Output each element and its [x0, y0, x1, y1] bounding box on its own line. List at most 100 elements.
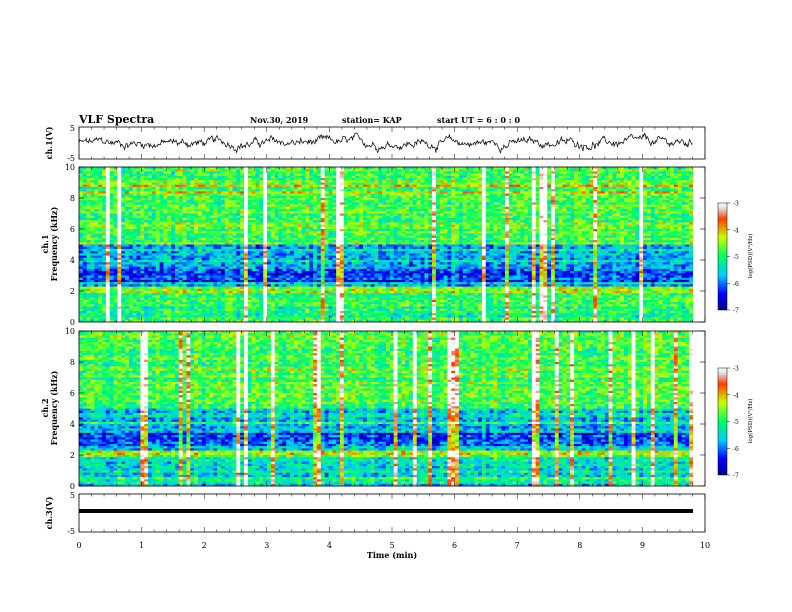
ch1-spectrogram-cell — [585, 211, 590, 214]
ch1-spectrogram-cell — [121, 213, 126, 217]
ch1-spectrogram-cell — [247, 173, 252, 177]
ch1-spectrogram-cell — [370, 186, 375, 190]
ch1-spectrogram-cell — [409, 217, 414, 221]
ch1-spectrogram-cell — [355, 189, 360, 192]
ch1-spectrogram-cell — [397, 231, 402, 234]
ch1-spectrogram-cell — [228, 220, 233, 223]
ch1-spectrogram-cell — [382, 215, 387, 219]
ch1-spectrogram-cell — [428, 175, 433, 179]
ch1-spectrogram-cell — [366, 202, 371, 205]
ch1-spectrogram-cell — [501, 193, 506, 197]
ch1-spectrogram-cell — [531, 206, 536, 210]
ch1-spectrogram-cell — [347, 191, 352, 194]
ch1-spectrogram-cell — [455, 233, 460, 236]
ch1-spectrogram-cell — [174, 215, 180, 219]
ch1-spectrogram-cell — [654, 171, 659, 174]
ch1-spectrogram-cell — [270, 175, 276, 179]
ch1-spectrogram-cell — [378, 182, 383, 186]
ch1-spectrogram-cell — [98, 191, 103, 194]
ch1-spectrogram-cell — [520, 202, 525, 205]
ch1-spectrogram-cell — [551, 209, 556, 212]
ch1-spectrogram-cell — [259, 204, 264, 208]
ch1-spectrogram-cell — [102, 200, 107, 203]
ch1-spectrogram-cell — [174, 206, 180, 210]
ch1-spectrogram-cell — [558, 189, 563, 192]
ch1-spectrogram-cell — [328, 209, 333, 212]
ch1-spectrogram-cell — [148, 235, 153, 239]
ch1-spectrogram-cell — [255, 229, 260, 232]
ch1-spectrogram-cell — [524, 231, 529, 234]
ch1-spectrogram-cell — [309, 198, 314, 201]
ch1-spectrogram-cell — [282, 180, 287, 183]
ch1-spectrogram-cell — [466, 189, 471, 192]
ch1-spectrogram-cell — [447, 213, 452, 217]
ch1-spectrogram-cell — [386, 189, 391, 192]
ch1-spectrogram-cell — [508, 167, 513, 170]
ch1-spectrogram-cell — [98, 195, 103, 199]
ch1-spectrogram-cell — [627, 175, 632, 179]
ch1-spectrogram-cell — [669, 191, 675, 194]
ch1-spectrogram-cell — [466, 231, 471, 234]
ch1-spectrogram-cell — [566, 204, 571, 208]
ch1-spectrogram-cell — [604, 178, 609, 181]
ch1-spectrogram-cell — [125, 189, 130, 192]
ch1-spectrogram-cell — [194, 229, 199, 232]
ch1-spectrogram-cell — [447, 233, 452, 236]
ch1-spectrogram-cell — [539, 202, 544, 205]
ch1-spectrogram-cell — [240, 220, 245, 223]
ch1-spectrogram-cell — [355, 178, 360, 181]
ch1-spectrogram-cell — [416, 167, 421, 170]
ch1-spectrogram-cell — [148, 204, 153, 208]
ch1-spectrogram-cell — [531, 229, 536, 232]
ch1-spectrogram-cell — [654, 167, 659, 170]
ch1-spectrogram-cell — [232, 186, 237, 190]
ch1-spectrogram-cell — [669, 182, 675, 186]
ch1-spectrogram-cell — [293, 224, 299, 228]
ch1-spectrogram-cell — [197, 178, 203, 181]
ch1-spectrogram-cell — [420, 231, 425, 234]
ch1-spectrogram-cell — [128, 224, 134, 228]
ch1-spectrogram-cell — [501, 175, 506, 179]
ch1-spectrogram-cell — [616, 215, 621, 219]
ch1-spectrogram-cell — [351, 222, 356, 225]
ch1-spectrogram-cell — [155, 217, 160, 221]
ch1-spectrogram-cell — [117, 211, 122, 214]
ch1-spectrogram-cell — [190, 213, 195, 217]
ch1-spectrogram-cell — [378, 198, 383, 201]
ch1-spectrogram-cell — [639, 204, 644, 208]
ch1-spectrogram-cell — [604, 209, 609, 212]
ch1-spectrogram-cell — [148, 206, 153, 210]
ch1-spectrogram-cell — [178, 198, 183, 201]
ch1-spectrogram-cell — [562, 206, 567, 210]
ch1-spectrogram-cell — [79, 217, 84, 221]
ch1-spectrogram-cell — [105, 211, 110, 214]
ch1-spectrogram-cell — [324, 211, 329, 214]
ch1-spectrogram-cell — [336, 224, 341, 228]
ch1-spectrogram-cell — [102, 178, 107, 181]
ch1-spectrogram-cell — [136, 226, 141, 230]
ch1-spectrogram-cell — [370, 233, 375, 236]
ch1-spectrogram-cell — [623, 175, 629, 179]
ch1-spectrogram-cell — [297, 229, 302, 232]
ch1-spectrogram-cell — [593, 173, 598, 177]
ch1-spectrogram-cell — [585, 195, 590, 199]
ch1-spectrogram-cell — [382, 202, 387, 205]
ch1-spectrogram-cell — [593, 226, 598, 230]
ch1-spectrogram-cell — [623, 213, 629, 217]
ch1-spectrogram-cell — [597, 186, 602, 190]
ch1-spectrogram-cell — [374, 226, 379, 230]
ch1-spectrogram-cell — [86, 173, 91, 177]
ch1-spectrogram-cell — [539, 186, 544, 190]
ch1-spectrogram-cell — [627, 233, 632, 236]
ch1-spectrogram-cell — [297, 167, 302, 170]
ch1-spectrogram-cell — [194, 206, 199, 210]
ch1-spectrogram-cell — [635, 178, 640, 181]
ch1-spectrogram-cell — [109, 224, 114, 228]
ch1-spectrogram-cell — [370, 202, 375, 205]
ch1-spectrogram-cell — [481, 229, 487, 232]
ch1-spectrogram-cell — [673, 213, 678, 217]
ch1-spectrogram-cell — [604, 204, 609, 208]
ch1-spectrogram-cell — [240, 175, 245, 179]
ch1-spectrogram-cell — [520, 206, 525, 210]
ch1-spectrogram-cell — [82, 229, 87, 232]
